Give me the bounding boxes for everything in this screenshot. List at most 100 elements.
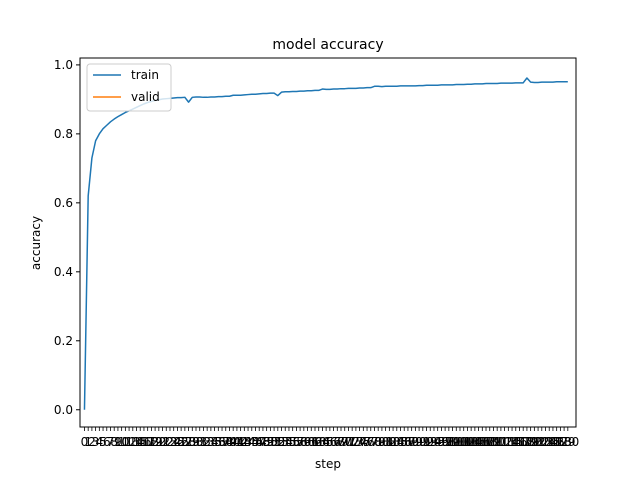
x-tick-label: 17 xyxy=(140,435,155,449)
x-tick-label: 86 xyxy=(397,435,412,449)
x-tick-label: 91 xyxy=(415,435,430,449)
legend-label-valid: valid xyxy=(131,90,160,104)
x-tick-label: 61 xyxy=(304,435,319,449)
x-tick-label: 64 xyxy=(315,435,330,449)
x-tick-label: 128 xyxy=(549,435,572,449)
x-tick-label: 32 xyxy=(196,435,211,449)
x-tick-label: 29 xyxy=(185,435,200,449)
x-tick-label: 105 xyxy=(463,435,486,449)
x-tick-label: 95 xyxy=(430,435,445,449)
x-tick-label: 92 xyxy=(419,435,434,449)
y-tick-label: 0.2 xyxy=(54,334,73,348)
x-tick-label: 78 xyxy=(367,435,382,449)
x-tick-label: 50 xyxy=(263,435,278,449)
y-tick-label: 0.0 xyxy=(54,403,73,417)
x-tick-label: 66 xyxy=(322,435,337,449)
x-tick-label: 110 xyxy=(482,435,505,449)
x-tick-label: 0 xyxy=(81,435,89,449)
x-tick-label: 5 xyxy=(99,435,107,449)
x-tick-label: 98 xyxy=(441,435,456,449)
x-tick-label: 23 xyxy=(162,435,177,449)
x-tick-label: 38 xyxy=(218,435,233,449)
x-tick-label: 2 xyxy=(88,435,96,449)
x-tick-label: 116 xyxy=(504,435,527,449)
x-tick-label: 102 xyxy=(452,435,475,449)
x-tick-label: 100 xyxy=(445,435,468,449)
x-tick-label: 130 xyxy=(556,435,579,449)
y-tick-label: 0.6 xyxy=(54,196,73,210)
x-tick-label: 34 xyxy=(203,435,218,449)
x-tick-label: 85 xyxy=(393,435,408,449)
axes-frame xyxy=(79,57,577,428)
x-tick-label: 126 xyxy=(541,435,564,449)
x-tick-label: 69 xyxy=(333,435,348,449)
x-tick-label: 45 xyxy=(244,435,259,449)
x-tick-label: 44 xyxy=(240,435,255,449)
x-tick-label: 12 xyxy=(121,435,136,449)
x-tick-label: 77 xyxy=(363,435,378,449)
x-tick-label: 62 xyxy=(307,435,322,449)
x-tick-label: 16 xyxy=(136,435,151,449)
x-tick-label: 119 xyxy=(515,435,538,449)
chart-title: model accuracy xyxy=(272,37,383,53)
x-tick-label: 22 xyxy=(159,435,174,449)
y-ticks: 0.0 0.2 0.4 0.6 0.8 1.0 xyxy=(54,58,80,417)
x-tick-label: 31 xyxy=(192,435,207,449)
x-tick-label: 42 xyxy=(233,435,248,449)
x-tick-label: 81 xyxy=(378,435,393,449)
x-tick-label: 99 xyxy=(445,435,460,449)
x-tick-label: 14 xyxy=(129,435,144,449)
x-tick-label: 123 xyxy=(530,435,553,449)
x-tick-label: 90 xyxy=(411,435,426,449)
x-tick-label: 25 xyxy=(170,435,185,449)
legend-label-train: train xyxy=(131,68,159,82)
x-tick-label: 21 xyxy=(155,435,170,449)
x-tick-label: 58 xyxy=(292,435,307,449)
x-tick-label: 28 xyxy=(181,435,196,449)
x-tick-label: 53 xyxy=(274,435,289,449)
x-tick-label: 87 xyxy=(400,435,415,449)
x-tick-label: 107 xyxy=(471,435,494,449)
y-tick-label: 1.0 xyxy=(54,58,73,72)
x-tick-label: 73 xyxy=(348,435,363,449)
x-tick-label: 18 xyxy=(144,435,159,449)
x-tick-label: 83 xyxy=(385,435,400,449)
x-tick-label: 104 xyxy=(460,435,483,449)
x-tick-label: 30 xyxy=(188,435,203,449)
x-tick-label: 35 xyxy=(207,435,222,449)
x-tick-label: 89 xyxy=(408,435,423,449)
x-tick-label: 82 xyxy=(382,435,397,449)
x-tick-label: 57 xyxy=(289,435,304,449)
x-tick-label: 1 xyxy=(84,435,92,449)
x-tick-label: 118 xyxy=(512,435,535,449)
x-tick-label: 6 xyxy=(103,435,111,449)
x-tick-label: 106 xyxy=(467,435,490,449)
x-tick-label: 124 xyxy=(534,435,557,449)
x-tick-label: 13 xyxy=(125,435,140,449)
x-tick-label: 75 xyxy=(356,435,371,449)
y-tick-label: 0.8 xyxy=(54,127,73,141)
x-tick-label: 79 xyxy=(371,435,386,449)
x-ticks: 0123456789101112131415161718192021222324… xyxy=(81,427,579,449)
x-tick-label: 68 xyxy=(330,435,345,449)
legend: train valid xyxy=(86,63,172,112)
x-tick-label: 27 xyxy=(177,435,192,449)
x-tick-label: 24 xyxy=(166,435,181,449)
x-tick-label: 120 xyxy=(519,435,542,449)
x-tick-label: 40 xyxy=(226,435,241,449)
x-tick-label: 39 xyxy=(222,435,237,449)
x-tick-label: 41 xyxy=(229,435,244,449)
x-tick-label: 96 xyxy=(434,435,449,449)
x-tick-label: 80 xyxy=(374,435,389,449)
x-tick-label: 97 xyxy=(437,435,452,449)
x-tick-label: 56 xyxy=(285,435,300,449)
x-tick-label: 10 xyxy=(114,435,129,449)
x-tick-label: 121 xyxy=(523,435,546,449)
x-tick-label: 127 xyxy=(545,435,568,449)
x-tick-label: 129 xyxy=(553,435,576,449)
x-tick-label: 109 xyxy=(478,435,501,449)
x-tick-label: 114 xyxy=(497,435,520,449)
x-tick-label: 84 xyxy=(389,435,404,449)
x-tick-label: 72 xyxy=(345,435,360,449)
